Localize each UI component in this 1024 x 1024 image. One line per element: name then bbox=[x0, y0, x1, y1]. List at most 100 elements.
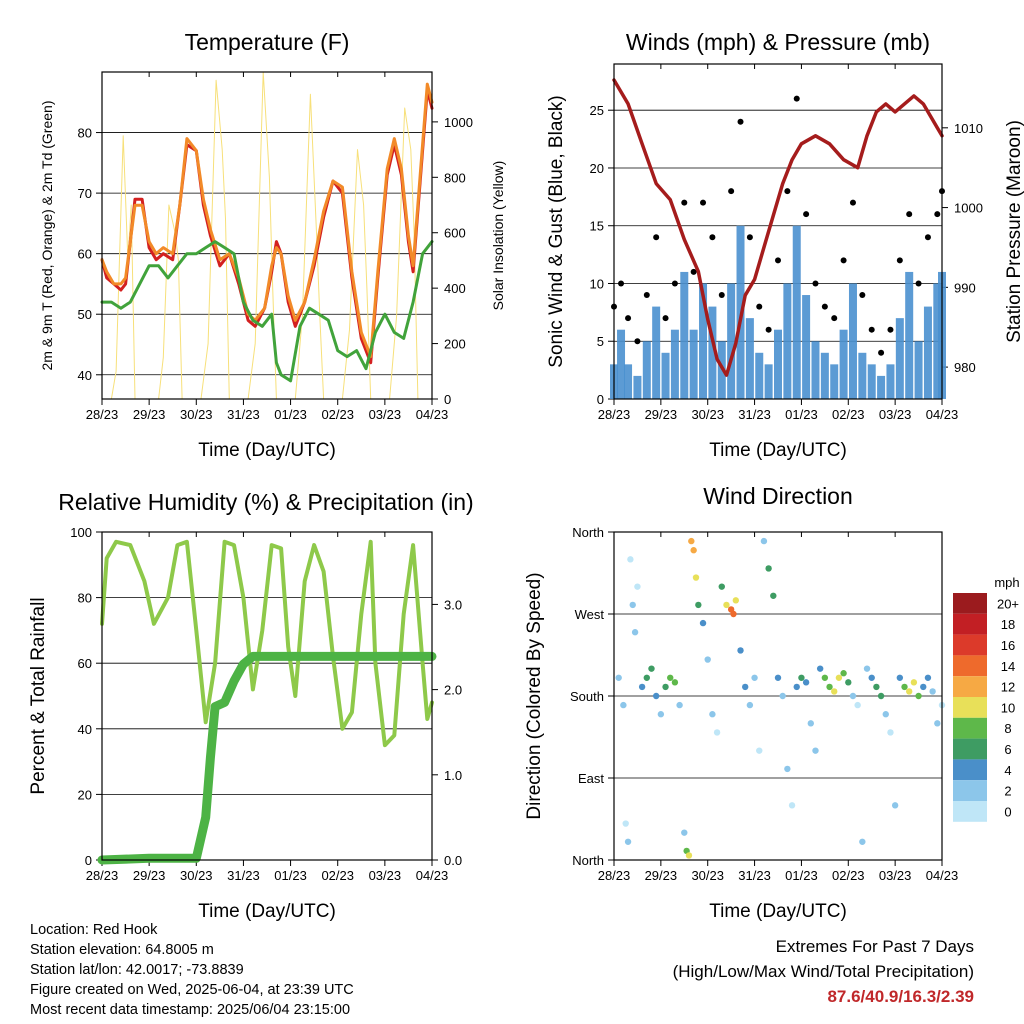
gust-point bbox=[746, 234, 753, 241]
wind-direction-point bbox=[765, 565, 772, 572]
x-tick-label: 28/23 bbox=[598, 868, 631, 883]
gust-point bbox=[887, 326, 894, 333]
y-tick-label: 70 bbox=[78, 186, 92, 201]
wind-bar bbox=[624, 364, 633, 399]
colorbar-swatch bbox=[953, 655, 987, 677]
wind-direction-point bbox=[868, 674, 875, 681]
y-tick-label: 50 bbox=[78, 307, 92, 322]
colorbar-label: 16 bbox=[1001, 638, 1015, 653]
x-tick-label: 30/23 bbox=[180, 868, 213, 883]
gust-point bbox=[643, 292, 650, 299]
x-tick-label: 03/23 bbox=[879, 868, 912, 883]
wind-direction-point bbox=[929, 688, 936, 695]
gust-point bbox=[896, 257, 903, 264]
wind-direction-point bbox=[671, 679, 679, 686]
colorbar-label: 10 bbox=[1001, 700, 1015, 715]
wind-direction-point bbox=[774, 674, 782, 681]
wind-bar bbox=[914, 341, 923, 399]
wind-direction-point bbox=[831, 688, 838, 695]
wind-direction-point bbox=[784, 765, 791, 773]
wind-bar bbox=[792, 225, 801, 399]
y-tick-label: 20 bbox=[78, 787, 92, 802]
wind-direction-point bbox=[901, 683, 908, 691]
wind-bar bbox=[764, 364, 773, 399]
wind-direction-point bbox=[793, 683, 800, 691]
wind-direction-point bbox=[770, 592, 777, 599]
gust-point bbox=[775, 257, 781, 264]
x-tick-label: 03/23 bbox=[369, 407, 402, 422]
gust-point bbox=[625, 315, 632, 322]
wind-bar bbox=[670, 329, 679, 399]
wind-bar bbox=[905, 271, 914, 399]
wind-direction-point bbox=[676, 701, 683, 709]
wind-direction-point bbox=[920, 683, 927, 691]
extremes-title: Extremes For Past 7 Days bbox=[775, 937, 974, 956]
colorbar-swatch bbox=[953, 613, 987, 635]
colorbar-label: 8 bbox=[1004, 721, 1011, 736]
wind-bar bbox=[708, 306, 717, 399]
colorbar-label: 20+ bbox=[997, 596, 1019, 611]
colorbar-swatch bbox=[953, 801, 987, 822]
y-tick-label: 100 bbox=[70, 525, 92, 540]
wind-bar bbox=[699, 283, 708, 399]
chart-panel-3 bbox=[96, 531, 438, 866]
x-tick-label: 03/23 bbox=[879, 407, 912, 422]
latlon-text: Station lat/lon: 42.0017; -73.8839 bbox=[30, 962, 244, 978]
y2-tick-label: 600 bbox=[444, 226, 466, 241]
wind-direction-point bbox=[821, 674, 829, 681]
x-tick-label: 02/23 bbox=[832, 868, 865, 883]
wind-bar bbox=[783, 283, 792, 399]
wind-direction-point bbox=[924, 674, 932, 681]
wind-direction-point bbox=[906, 688, 913, 695]
colorbar-swatch bbox=[953, 676, 987, 697]
gust-point bbox=[709, 234, 716, 241]
wind-direction-point bbox=[713, 729, 721, 736]
wind-direction-point bbox=[779, 692, 786, 700]
wind-direction-point bbox=[688, 537, 695, 545]
wind-direction-point bbox=[732, 597, 740, 604]
wind-direction-point bbox=[835, 674, 843, 681]
gust-point bbox=[681, 199, 688, 206]
y-tick-label: 20 bbox=[590, 161, 604, 176]
gust-point bbox=[756, 303, 763, 310]
wind-direction-point bbox=[840, 670, 847, 677]
y2-tick-label: 1.0 bbox=[444, 768, 462, 783]
wind-direction-point bbox=[746, 701, 754, 709]
wind-bar bbox=[617, 329, 626, 399]
wind-bar bbox=[755, 352, 764, 399]
wind-bar bbox=[652, 306, 661, 399]
wind-direction-point bbox=[709, 711, 716, 718]
chart-title: Temperature (F) bbox=[185, 29, 350, 55]
wind-direction-point bbox=[873, 683, 880, 691]
x-tick-label: 03/23 bbox=[369, 868, 402, 883]
created-text: Figure created on Wed, 2025-06-04, at 23… bbox=[30, 982, 354, 998]
wind-direction-point bbox=[615, 674, 622, 681]
wind-direction-point bbox=[742, 683, 749, 691]
wind-direction-point bbox=[723, 601, 730, 609]
wind-direction-point bbox=[816, 665, 824, 672]
y-tick-label: 5 bbox=[597, 334, 604, 349]
wind-direction-point bbox=[648, 665, 655, 672]
gust-point bbox=[737, 118, 744, 125]
gust-point bbox=[906, 211, 913, 218]
wind-bar bbox=[895, 318, 904, 399]
y-tick-label: 15 bbox=[590, 219, 604, 234]
series-line-pressure bbox=[612, 78, 944, 377]
y-axis-label: Percent & Total Rainfall bbox=[28, 597, 49, 794]
wind-bar bbox=[933, 283, 942, 399]
wind-bar bbox=[661, 352, 670, 399]
x-tick-label: 30/23 bbox=[180, 407, 213, 422]
x-tick-label: 28/23 bbox=[86, 868, 119, 883]
x-tick-label: 04/23 bbox=[926, 407, 959, 422]
gust-point bbox=[934, 211, 941, 218]
chart-title: Winds (mph) & Pressure (mb) bbox=[626, 29, 930, 55]
x-tick-label: 28/23 bbox=[86, 407, 119, 422]
wind-direction-point bbox=[934, 720, 941, 727]
wind-direction-point bbox=[826, 683, 833, 691]
x-tick-label: 29/23 bbox=[645, 868, 678, 883]
y-tick-label: 60 bbox=[78, 247, 92, 262]
wind-direction-point bbox=[695, 601, 702, 609]
x-tick-label: 31/23 bbox=[738, 868, 771, 883]
wind-direction-point bbox=[622, 820, 629, 827]
